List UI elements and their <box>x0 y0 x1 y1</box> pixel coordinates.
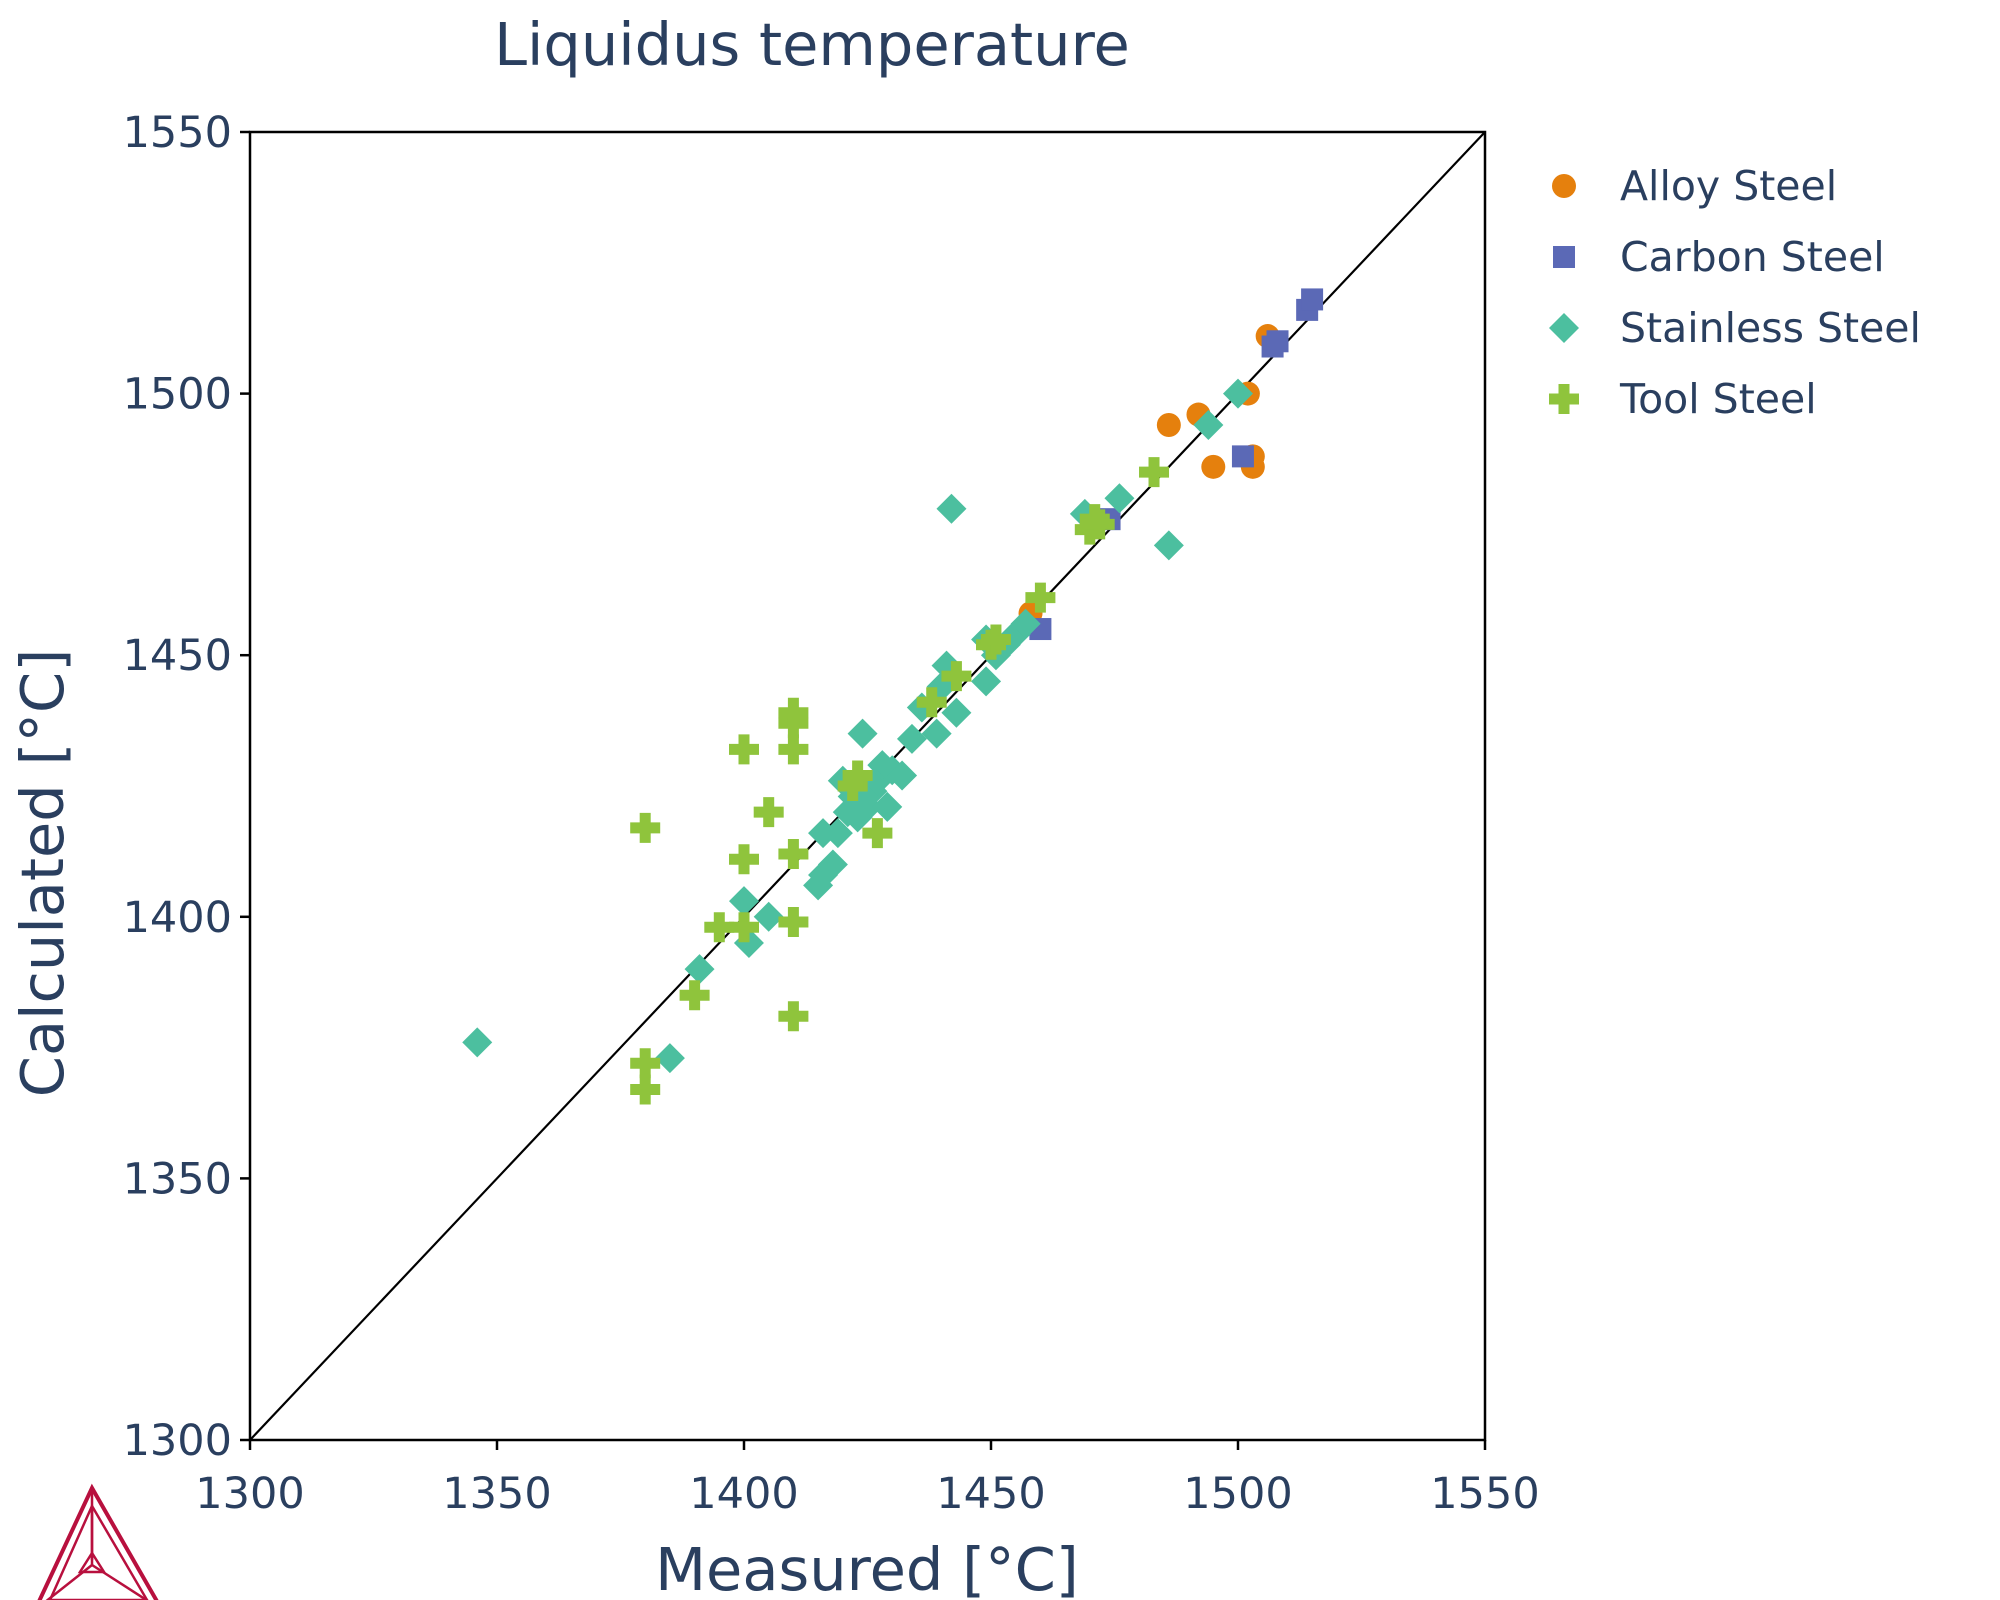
data-point <box>1010 608 1041 639</box>
legend-marker <box>1549 384 1579 414</box>
plot-frame <box>248 130 1487 1442</box>
y-tick-label: 1550 <box>123 108 232 158</box>
legend-label: Carbon Steel <box>1620 233 1885 281</box>
data-point <box>916 687 947 718</box>
data-point <box>1193 409 1224 440</box>
logo-inner-triangle <box>48 1503 149 1600</box>
data-point <box>971 666 1002 697</box>
legend-marker <box>1553 246 1575 268</box>
y-tick-label: 1400 <box>123 893 232 943</box>
data-point <box>753 901 784 932</box>
data-markers <box>462 288 1324 1105</box>
data-point <box>729 844 759 875</box>
y-tick-label: 1300 <box>123 1416 232 1466</box>
legend-marker <box>1552 174 1576 198</box>
data-point <box>921 718 952 749</box>
data-point <box>1301 288 1324 311</box>
data-point <box>1139 457 1170 488</box>
x-tick-label: 1300 <box>195 1469 304 1519</box>
x-tick-label: 1550 <box>1430 1469 1539 1519</box>
data-point <box>980 624 1011 655</box>
legend-item: Alloy Steel <box>1552 162 1837 210</box>
axes: 1300 1350 1400 1450 1500 1550 1300 1350 1400 1450… <box>123 108 1540 1519</box>
legend-item: Tool Steel <box>1549 375 1817 423</box>
data-point <box>778 907 809 938</box>
data-point <box>1153 530 1184 561</box>
data-point <box>1156 412 1181 437</box>
y-tick-label: 1500 <box>123 370 232 420</box>
data-point <box>887 760 918 791</box>
data-point <box>778 697 809 728</box>
legend-item: Stainless Steel <box>1549 304 1921 352</box>
data-point <box>847 718 878 749</box>
data-point <box>630 1074 661 1105</box>
legend-label: Alloy Steel <box>1620 162 1837 210</box>
legend: Alloy Steel Carbon Steel Stainless Steel To… <box>1549 162 1921 423</box>
data-point <box>842 760 873 791</box>
y-tick-label: 1350 <box>123 1154 232 1204</box>
x-tick-label: 1400 <box>689 1469 798 1519</box>
x-tick-label: 1350 <box>442 1469 551 1519</box>
data-point <box>679 980 710 1011</box>
data-point <box>753 797 784 828</box>
data-point <box>936 493 967 524</box>
legend-label: Stainless Steel <box>1620 304 1921 352</box>
x-tick-label: 1500 <box>1183 1469 1292 1519</box>
data-point <box>862 818 893 849</box>
thermo-calc-triangle-logo <box>37 1483 159 1600</box>
legend-label: Tool Steel <box>1619 375 1817 423</box>
data-point <box>896 723 927 754</box>
data-point <box>778 839 809 870</box>
data-point <box>630 812 661 843</box>
data-point <box>1084 509 1115 540</box>
data-point <box>462 1027 493 1058</box>
data-point <box>729 734 759 765</box>
data-point <box>684 954 715 985</box>
data-point <box>941 697 972 728</box>
logo-center-triangle <box>77 1550 107 1574</box>
data-point <box>1223 378 1253 409</box>
x-tick-label: 1450 <box>936 1469 1045 1519</box>
data-point <box>1025 582 1056 613</box>
data-point <box>630 1048 661 1079</box>
chart-title: Liquidus temperature <box>494 10 1130 79</box>
data-point <box>1104 483 1135 514</box>
data-point <box>941 661 972 692</box>
data-point <box>872 791 903 822</box>
data-point <box>817 849 848 880</box>
y-axis-title: Calculated [°C] <box>8 649 77 1098</box>
data-point <box>822 818 853 849</box>
data-point <box>778 1001 809 1032</box>
y-tick-label: 1450 <box>123 631 232 681</box>
series-carbon-steel <box>1029 288 1324 641</box>
data-point <box>704 912 735 943</box>
data-point <box>729 912 759 943</box>
series-stainless-steel <box>462 378 1253 1074</box>
data-point <box>1266 330 1289 353</box>
legend-item: Carbon Steel <box>1553 233 1885 281</box>
x-axis-title: Measured [°C] <box>655 1535 1079 1600</box>
data-point <box>1231 445 1254 468</box>
logo-outer-triangle <box>37 1483 159 1600</box>
data-point <box>1201 454 1226 479</box>
data-point <box>654 1043 685 1074</box>
data-point <box>778 734 809 765</box>
data-point <box>729 886 759 917</box>
legend-marker <box>1549 313 1579 343</box>
series-tool-steel <box>630 457 1170 1105</box>
